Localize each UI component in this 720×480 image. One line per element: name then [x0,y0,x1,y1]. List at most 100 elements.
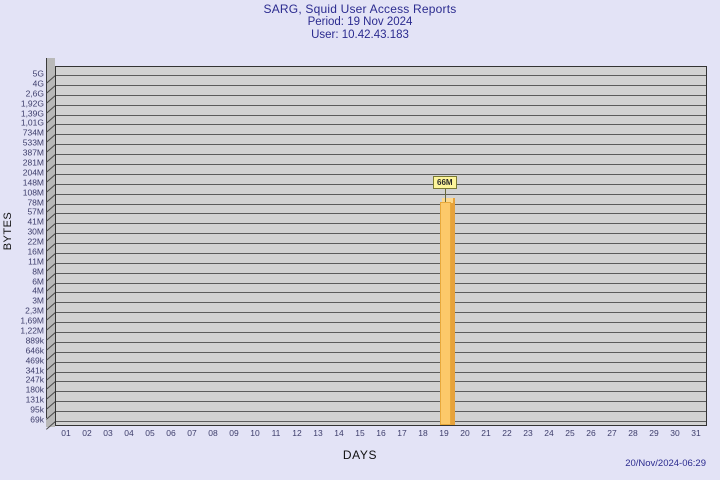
gridline [56,352,706,353]
gridlines [56,67,706,425]
gridline [56,253,706,254]
y-axis-tick-label: 131k [25,394,44,405]
y-axis-tick-label: 3M [32,295,44,306]
y-axis-tick-label: 30M [27,226,44,237]
y-axis-tick-label: 22M [27,236,44,247]
gridline [56,213,706,214]
x-axis-tick-label: 24 [544,428,554,438]
gridline [56,372,706,373]
y-axis-tick-label: 1,01G [20,117,44,128]
chart-plot-area: 66M [46,58,708,430]
gridline [56,332,706,333]
x-axis-tick-label: 14 [334,428,344,438]
y-axis-tick-label: 57M [27,206,44,217]
page-title: SARG, Squid User Access Reports [263,2,457,16]
gridline [56,263,706,264]
x-axis-tick-label: 30 [670,428,680,438]
gridline [56,342,706,343]
gridline [56,391,706,392]
gridline [56,381,706,382]
gridline [56,421,706,422]
y-axis-tick-label: 2,3M [25,305,44,316]
y-axis-tick-label: 1,69M [20,315,44,326]
gridline [56,283,706,284]
y-axis-tick-label: 6M [32,276,44,287]
x-axis-tick-label: 09 [229,428,239,438]
y-axis-tick-label: 2,6G [25,88,44,99]
y-axis-tick-label: 533M [22,137,44,148]
y-axis-tick-label: 734M [22,127,44,138]
gridline [56,302,706,303]
gridline [56,362,706,363]
x-axis-tick-label: 03 [103,428,113,438]
y-axis-tick-label: 8M [32,266,44,277]
y-axis-tick-label: 281M [22,157,44,168]
x-axis-tick-label: 19 [439,428,449,438]
x-axis-tick-label: 08 [208,428,218,438]
x-axis-tick-label: 27 [607,428,617,438]
plot-canvas: 66M [55,66,707,426]
gridline [56,273,706,274]
y-axis-tick-label: 69k [30,414,44,425]
x-axis-tick-label: 12 [292,428,302,438]
gridline [56,124,706,125]
x-axis-tick-label: 11 [271,428,281,438]
gridline [56,194,706,195]
plot-3d-tick-connectors [46,58,56,430]
x-axis-labels: 01 02 03 04 05 06 07 08 09 10 11 12 13 14 15 16 17 18 19 20… [55,428,715,442]
bar-side-face [451,197,455,425]
y-axis-tick-label: 204M [22,167,44,178]
gridline [56,184,706,185]
gridline [56,312,706,313]
x-axis-tick-label: 28 [628,428,638,438]
y-axis-tick-label: 41M [27,216,44,227]
gridline [56,174,706,175]
gridline [56,243,706,244]
gridline [56,85,706,86]
y-axis-tick-label: 1,39G [20,108,44,119]
y-axis-labels: 5G 4G 2,6G 1,92G 1,39G 1,01G 734M 533M 387M 281M 2… [0,58,44,438]
gridline [56,164,706,165]
plot-3d-bottom-face [46,418,55,427]
gridline [56,292,706,293]
y-axis-tick-label: 1,22M [20,325,44,336]
x-axis-tick-label: 10 [250,428,260,438]
bar-label-connector [445,187,446,202]
x-axis-tick-label: 13 [313,428,323,438]
y-axis-tick-label: 469k [25,355,44,366]
gridline [56,134,706,135]
x-axis-tick-label: 01 [61,428,71,438]
bar-front-face[interactable] [440,201,451,425]
y-axis-tick-label: 78M [27,197,44,207]
x-axis-tick-label: 02 [82,428,92,438]
chart-title-block: SARG, Squid User Access Reports Period: … [0,2,720,43]
y-axis-tick-label: 247k [25,374,44,385]
gridline [56,223,706,224]
y-axis-tick-label: 95k [30,404,44,415]
y-axis-tick-label: 646k [25,345,44,356]
gridline [56,401,706,402]
x-axis-tick-label: 17 [397,428,407,438]
x-axis-tick-label: 07 [187,428,197,438]
bar-value-label: 66M [433,175,457,189]
report-period: Period: 19 Nov 2024 [307,16,413,29]
generated-timestamp: 20/Nov/2024-06:29 [625,458,706,469]
x-axis-title: DAYS [342,448,378,462]
y-axis-tick-label: 889k [25,335,44,346]
y-axis-tick-label: 108M [22,187,44,198]
gridline [56,204,706,205]
y-axis-tick-label: 148M [22,177,44,188]
y-axis-tick-label: 387M [22,147,44,158]
x-axis-tick-label: 22 [502,428,512,438]
x-axis-tick-label: 26 [586,428,596,438]
x-axis-tick-label: 25 [565,428,575,438]
y-axis-title: BYTES [2,211,14,251]
x-axis-tick-label: 31 [691,428,701,438]
y-axis-tick-label: 341k [25,365,44,376]
gridline [56,95,706,96]
gridline [56,154,706,155]
y-axis-tick-label: 16M [27,246,44,257]
x-axis-tick-label: 18 [418,428,428,438]
x-axis-tick-label: 04 [124,428,134,438]
gridline [56,75,706,76]
